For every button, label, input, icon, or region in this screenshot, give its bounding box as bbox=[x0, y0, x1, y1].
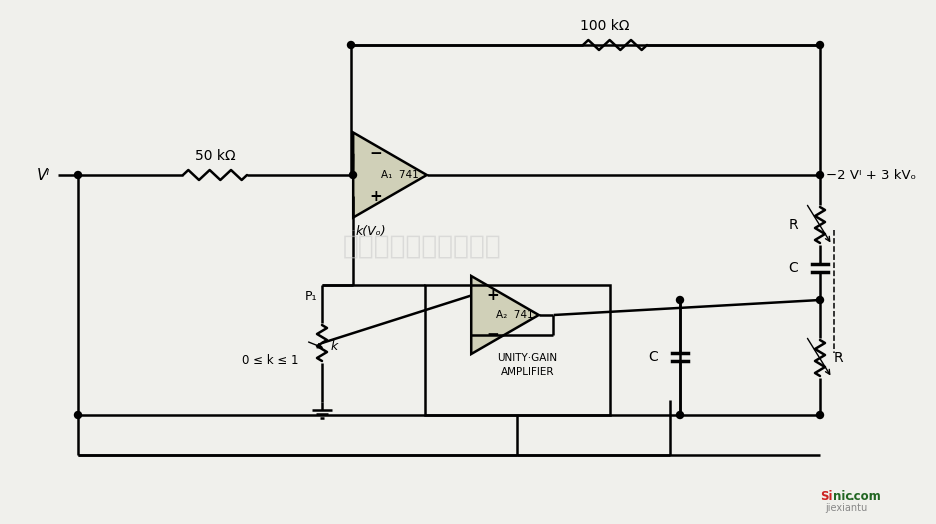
Text: k(Vₒ): k(Vₒ) bbox=[356, 225, 387, 238]
Circle shape bbox=[815, 297, 823, 303]
Text: 0 ≤ k ≤ 1: 0 ≤ k ≤ 1 bbox=[241, 355, 298, 367]
Text: +: + bbox=[486, 288, 499, 303]
Text: +: + bbox=[369, 189, 382, 204]
Circle shape bbox=[349, 171, 356, 179]
Circle shape bbox=[815, 41, 823, 49]
Text: R: R bbox=[833, 351, 842, 365]
Circle shape bbox=[815, 411, 823, 419]
Circle shape bbox=[676, 297, 682, 303]
Text: A₁  741: A₁ 741 bbox=[381, 170, 418, 180]
Text: −: − bbox=[486, 327, 499, 342]
Text: C: C bbox=[787, 261, 797, 275]
Text: 100 kΩ: 100 kΩ bbox=[579, 19, 629, 33]
Text: UNITY·GAIN
AMPLIFIER: UNITY·GAIN AMPLIFIER bbox=[497, 353, 557, 377]
Polygon shape bbox=[353, 133, 427, 217]
Text: jiexiantu: jiexiantu bbox=[824, 503, 866, 513]
Text: 50 kΩ: 50 kΩ bbox=[195, 149, 235, 163]
Text: 杭州将睢科技有限公司: 杭州将睢科技有限公司 bbox=[342, 233, 501, 259]
Circle shape bbox=[676, 411, 682, 419]
Text: −: − bbox=[369, 146, 382, 161]
Circle shape bbox=[347, 41, 354, 49]
Text: nic: nic bbox=[832, 490, 852, 504]
Text: Vᴵ: Vᴵ bbox=[37, 168, 50, 182]
Text: .com: .com bbox=[849, 490, 881, 504]
Text: P₁: P₁ bbox=[304, 290, 316, 303]
Polygon shape bbox=[471, 276, 538, 354]
Text: Si: Si bbox=[819, 490, 831, 504]
Text: A₂  741: A₂ 741 bbox=[496, 310, 534, 320]
Circle shape bbox=[815, 171, 823, 179]
Text: k: k bbox=[330, 340, 338, 353]
Circle shape bbox=[75, 171, 81, 179]
Text: C: C bbox=[648, 350, 657, 364]
Circle shape bbox=[75, 411, 81, 419]
Text: −2 Vᴵ + 3 kVₒ: −2 Vᴵ + 3 kVₒ bbox=[826, 169, 915, 181]
Text: R: R bbox=[787, 218, 797, 232]
